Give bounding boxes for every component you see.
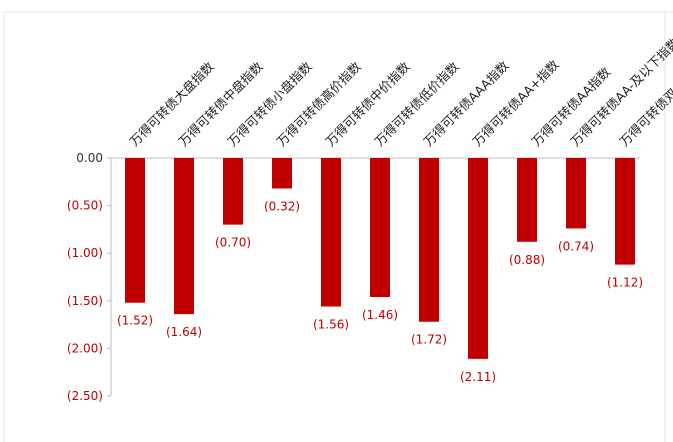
data-labels: (1.52) (1.64) (0.70) (0.32) (1.56) (1.46) (1.7… <box>117 199 643 383</box>
y-tick-label: (1.00) <box>67 246 103 260</box>
y-tick-label: (2.50) <box>67 389 103 403</box>
category-label: 万得可转债大盘指数 <box>127 59 218 150</box>
category-labels: 万得可转债大盘指数万得可转债中盘指数万得可转债小盘指数万得可转债高价指数万得可转… <box>127 34 673 149</box>
data-label: (0.88) <box>509 253 545 267</box>
data-label: (0.70) <box>215 236 251 250</box>
bar <box>223 158 243 225</box>
category-label: 万得可转债中价指数 <box>323 59 414 150</box>
category-label: 万得可转债低价指数 <box>372 59 463 150</box>
data-label: (1.12) <box>607 276 643 290</box>
category-label: 万得可转债AAA指数 <box>421 58 512 149</box>
category-label: 万得可转债中盘指数 <box>176 59 267 150</box>
data-label: (1.46) <box>362 308 398 322</box>
y-tick-label: (0.50) <box>67 199 103 213</box>
bar <box>419 158 439 322</box>
bar <box>566 158 586 229</box>
data-label: (1.64) <box>166 325 202 339</box>
data-label: (1.52) <box>117 314 153 328</box>
data-label: (0.32) <box>264 199 300 213</box>
data-label: (1.72) <box>411 333 447 347</box>
category-label: 万得可转债高价指数 <box>274 59 365 150</box>
y-tick-label: (2.00) <box>67 341 103 355</box>
bar <box>615 158 635 265</box>
y-tick-label: (1.50) <box>67 294 103 308</box>
data-label: (0.74) <box>558 239 594 253</box>
bar <box>174 158 194 315</box>
data-label: (2.11) <box>460 370 496 384</box>
bar <box>125 158 145 303</box>
category-label: 万得可转债小盘指数 <box>225 59 316 150</box>
bar <box>272 158 292 189</box>
bar <box>370 158 390 297</box>
bar <box>468 158 488 359</box>
bars <box>125 158 635 359</box>
data-label: (1.56) <box>313 318 349 332</box>
bar <box>321 158 341 307</box>
y-axis: 0.00 (0.50) (1.00) (1.50) (2.00) (2.50) <box>67 151 640 403</box>
bar <box>517 158 537 242</box>
y-tick-label: 0.00 <box>76 151 103 165</box>
